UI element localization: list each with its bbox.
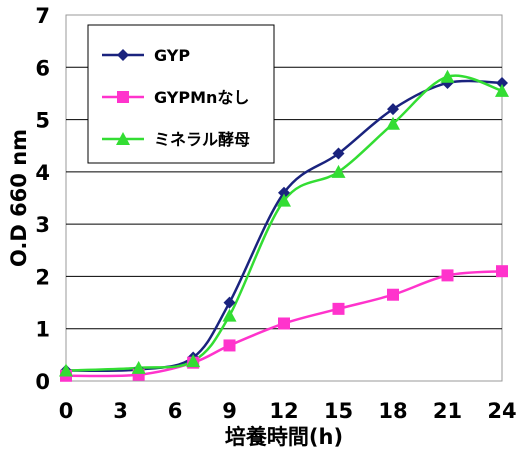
triangle-marker <box>277 193 291 207</box>
diamond-marker <box>223 296 236 309</box>
square-marker <box>278 317 290 330</box>
triangle-marker <box>222 308 237 322</box>
triangle-marker <box>331 164 346 178</box>
y-axis: 0 1 2 3 4 5 6 7 <box>35 4 50 394</box>
y-tick-label: 1 <box>35 318 50 342</box>
x-tick-label: 9 <box>222 399 237 423</box>
triangle-marker <box>186 354 201 368</box>
square-marker <box>387 288 399 301</box>
square-marker <box>441 269 454 282</box>
y-tick-label: 2 <box>35 265 50 289</box>
y-tick-label: 3 <box>35 213 50 237</box>
series-markers <box>59 69 509 382</box>
y-tick-label: 6 <box>35 56 50 80</box>
x-tick-label: 21 <box>433 399 462 423</box>
triangle-marker <box>440 69 455 83</box>
x-tick-label: 12 <box>269 399 298 423</box>
triangle-marker <box>59 363 73 377</box>
triangle-marker <box>495 83 509 97</box>
y-tick-label: 0 <box>35 370 50 394</box>
triangle-marker <box>116 132 130 145</box>
legend-label: GYPMnなし <box>154 88 249 107</box>
x-axis: 0 3 6 9 12 15 18 21 24 <box>59 399 517 423</box>
x-tick-label: 18 <box>378 399 407 423</box>
legend-label: GYP <box>154 46 190 65</box>
x-tick-label: 24 <box>487 399 516 423</box>
diamond-marker <box>387 103 399 116</box>
y-tick-label: 4 <box>35 161 50 185</box>
diamond-marker <box>332 147 345 160</box>
legend-label: ミネラル酵母 <box>154 130 250 149</box>
y-tick-label: 5 <box>35 109 50 133</box>
square-marker <box>117 91 129 103</box>
diamond-marker <box>278 186 290 199</box>
square-marker <box>332 302 345 315</box>
triangle-marker <box>131 360 146 374</box>
x-tick-label: 6 <box>168 399 183 423</box>
x-tick-label: 15 <box>324 399 353 423</box>
diamond-marker <box>496 76 508 89</box>
triangle-marker <box>386 116 400 130</box>
square-marker <box>223 339 236 352</box>
x-axis-title: 培養時間(h) <box>225 425 343 449</box>
y-axis-title: O.D 660 nm <box>7 129 31 267</box>
y-tick-label: 7 <box>35 4 50 28</box>
square-marker <box>496 265 508 278</box>
x-tick-label: 3 <box>113 399 128 423</box>
diamond-marker <box>117 49 129 61</box>
x-tick-label: 0 <box>59 399 74 423</box>
